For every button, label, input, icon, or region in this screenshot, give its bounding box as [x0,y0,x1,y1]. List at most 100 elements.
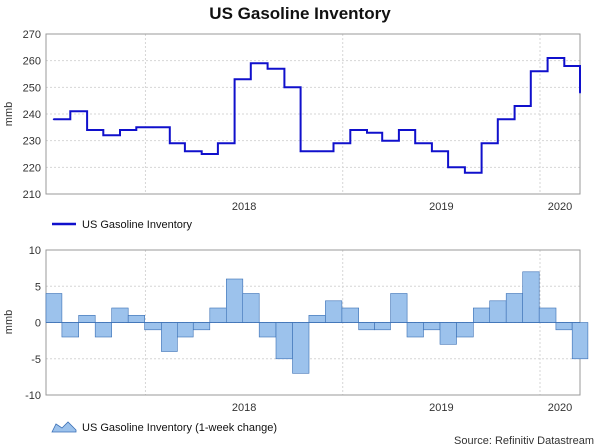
weekly-change-bar [161,322,178,352]
inventory-point [497,118,499,121]
bot-x-tick-label: 2019 [429,402,453,414]
inventory-point [102,134,105,137]
inventory-point [86,129,88,131]
bottom-legend-swatch [51,421,77,433]
top-y-axis-label: mmb [3,102,15,126]
inventory-point [233,78,236,81]
inventory-point [398,129,400,131]
top-plot-frame [45,33,581,195]
inventory-point [316,150,319,153]
weekly-change-bar [127,314,145,323]
inventory-point [135,126,138,129]
inventory-point [464,171,466,174]
inventory-point [332,142,335,145]
weekly-change-bar [242,293,260,323]
weekly-change-bar [325,300,343,323]
inventory-point [184,150,186,153]
top-y-tick-label: 210 [23,189,41,201]
top-y-tick-label: 230 [23,136,41,148]
top-y-ticks: 210 220 230 240 250 260 270 [23,29,41,201]
weekly-change-bar [374,322,391,331]
top-y-tick-label: 240 [23,109,41,121]
top-series [52,57,581,174]
inventory-series-line [53,57,581,174]
weekly-change-bar [193,322,211,331]
inventory-point [530,70,532,73]
top-grid [46,33,580,195]
weekly-change-bar [258,322,277,338]
top-x-tick-label: 2019 [429,201,453,213]
inventory-point [52,118,55,121]
weekly-change-bar [78,314,96,323]
inventory-point [349,129,352,131]
inventory-point [299,150,302,153]
inventory-point [513,105,516,107]
weekly-change-bar [489,300,507,323]
inventory-point [152,126,154,129]
bottom-series [45,271,589,374]
weekly-change-bar [177,322,194,338]
weekly-change-bar [456,322,474,338]
source-note: Source: Refinitiv Datastream [454,435,594,447]
bot-y-tick-label: 0 [35,318,41,330]
inventory-point [480,142,483,145]
inventory-point [431,150,433,153]
bottom-legend: US Gasoline Inventory (1-week change) [51,421,277,434]
weekly-change-bar [522,271,540,323]
weekly-change-bar [472,307,491,323]
inventory-point [366,131,368,134]
top-y-tick-label: 220 [23,162,41,174]
weekly-change-bar [423,322,441,331]
weekly-change-bar [94,322,112,338]
inventory-point [381,139,384,142]
top-y-tick-label: 270 [23,29,41,41]
weekly-change-area-chart: -10 -5 0 5 10 2018 2019 2020 mmb US Gasoline I… [3,245,589,434]
weekly-change-bar [538,307,557,323]
weekly-change-bar [111,307,129,323]
inventory-point [447,166,449,169]
top-legend: US Gasoline Inventory [52,219,193,231]
weekly-change-bar [275,322,293,360]
weekly-change-bar [406,322,424,338]
weekly-change-bar [555,322,573,331]
inventory-point [169,142,171,145]
inventory-point [200,153,203,155]
weekly-change-bar [341,307,359,323]
bottom-legend-label: US Gasoline Inventory (1-week change) [82,422,277,434]
weekly-change-bar [390,293,408,323]
inventory-point [217,142,219,145]
inventory-point [69,110,72,113]
bot-y-tick-label: -5 [31,354,41,366]
top-legend-label: US Gasoline Inventory [82,219,193,231]
inventory-point [414,142,417,145]
weekly-change-bar [45,293,63,323]
weekly-change-bar [209,307,227,323]
inventory-point [579,91,581,94]
weekly-change-bar [61,322,80,338]
bot-x-tick-label: 2020 [548,402,572,414]
bot-y-tick-label: 5 [35,281,41,293]
inventory-point [283,86,286,89]
bot-x-tick-label: 2018 [232,402,256,414]
inventory-line-chart: 210 220 230 240 250 260 270 2018 2019 2020 mmb U… [3,29,581,231]
bottom-y-axis-label: mmb [3,310,15,334]
inventory-point [563,65,566,67]
inventory-point [119,129,121,131]
weekly-change-bar [144,322,162,331]
top-x-ticks: 2018 2019 2020 [232,201,572,213]
weekly-change-bar [439,322,457,345]
weekly-change-bar [292,322,310,374]
inventory-point [266,67,269,70]
weekly-change-bar [308,314,326,323]
weekly-change-bar [358,322,375,331]
top-y-tick-label: 260 [23,56,41,68]
bot-y-tick-label: 10 [29,245,41,257]
bottom-x-ticks: 2018 2019 2020 [232,402,572,414]
weekly-change-bar [226,278,244,323]
weekly-change-bar [571,322,589,360]
inventory-point [546,57,549,59]
top-y-tick-label: 250 [23,82,41,94]
bot-y-tick-label: -10 [25,390,41,402]
weekly-change-bar [505,293,524,323]
